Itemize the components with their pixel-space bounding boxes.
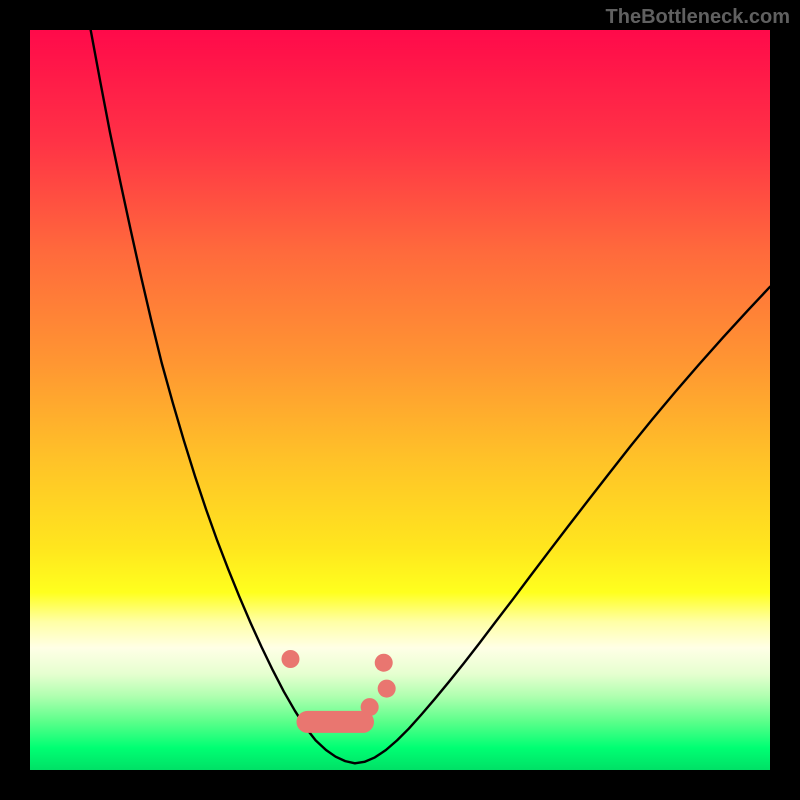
gradient-background [30,30,770,770]
watermark-text: TheBottleneck.com [606,6,790,29]
marker-dot [375,654,393,672]
marker-dot [281,650,299,668]
marker-dot [378,680,396,698]
bottleneck-chart [30,30,770,770]
